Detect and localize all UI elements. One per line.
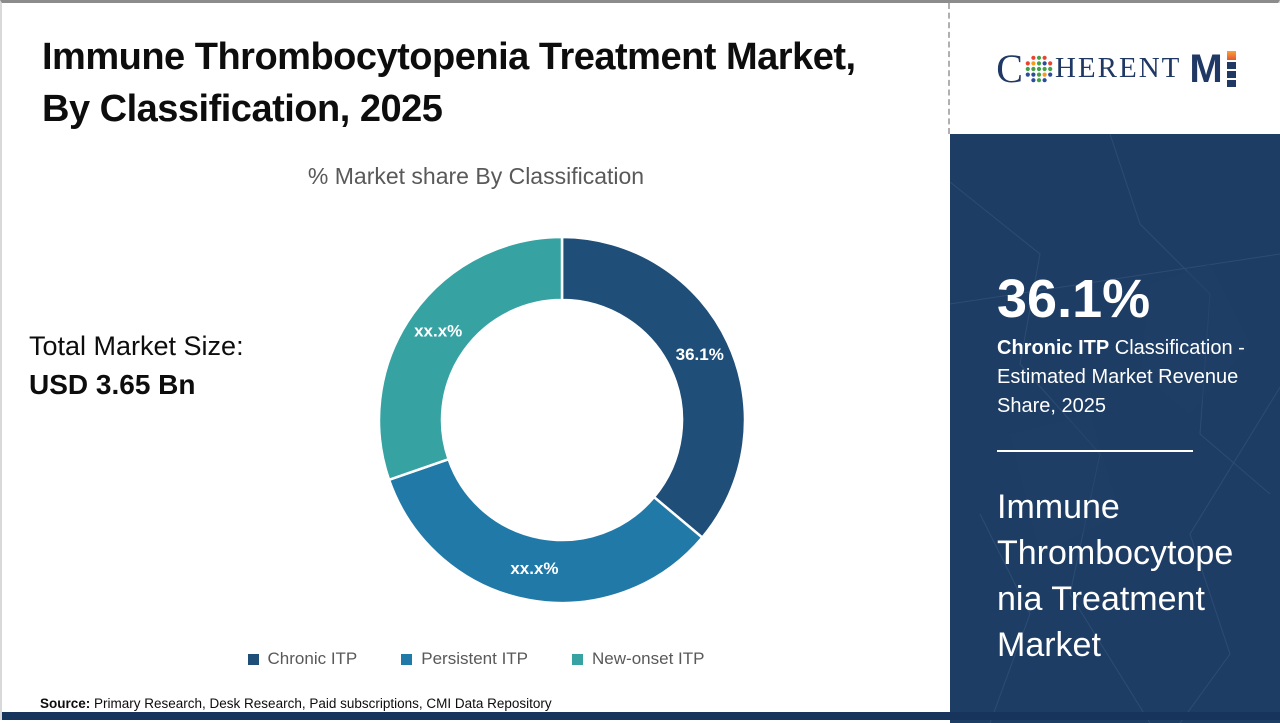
dotted-globe-icon <box>1025 55 1053 82</box>
total-market-size: Total Market Size: USD 3.65 Bn <box>29 327 244 405</box>
source-line: Source: Primary Research, Desk Research,… <box>40 696 552 711</box>
sidebar-market-name: Immune Thrombocytopenia Treatment Market <box>997 488 1234 664</box>
donut-chart-svg: 36.1% xx.x% xx.x% <box>377 235 747 605</box>
legend-label: Chronic ITP <box>267 649 358 668</box>
sidebar-divider <box>997 450 1193 452</box>
legend-item-chronic-itp: Chronic ITP <box>247 649 358 669</box>
highlight-stat-value: 36.1% <box>997 269 1151 329</box>
legend-swatch <box>247 653 259 665</box>
legend-label: New-onset ITP <box>592 649 705 668</box>
logo-letter-m: M <box>1189 46 1223 91</box>
total-market-label: Total Market Size: <box>29 331 244 361</box>
donut-slice-persistent-itp <box>387 457 705 605</box>
map-texture-decoration <box>950 134 1280 723</box>
donut-slice-new-onset-itp <box>377 235 564 482</box>
dashed-separator <box>948 3 950 134</box>
source-text: Primary Research, Desk Research, Paid su… <box>90 696 552 711</box>
highlight-stat-segment: Chronic ITP <box>997 337 1110 359</box>
highlight-sidebar: 36.1% Chronic ITP Classification - Estim… <box>950 134 1280 723</box>
coherent-mi-logo: C HERENT M <box>996 45 1236 91</box>
total-market-value: USD 3.65 Bn <box>29 369 196 400</box>
legend-item-new-onset-itp: New-onset ITP <box>572 649 704 669</box>
page-title: Immune Thrombocytopenia Treatment Market… <box>42 31 912 135</box>
logo-letter-c: C <box>996 45 1023 91</box>
donut-slice-label: xx.x% <box>510 559 558 578</box>
chart-panel: Immune Thrombocytopenia Treatment Market… <box>2 3 950 723</box>
donut-slice-label: xx.x% <box>414 321 462 340</box>
sidebar-content: 36.1% Chronic ITP Classification - Estim… <box>950 134 1280 668</box>
donut-slice-label: 36.1% <box>676 345 724 364</box>
legend-swatch <box>401 653 413 665</box>
legend-label: Persistent ITP <box>421 649 529 668</box>
donut-slice-chronic-itp <box>560 235 747 540</box>
page-title-line2: By Classification, 2025 <box>42 88 443 130</box>
legend-item-persistent-itp: Persistent ITP <box>401 649 528 669</box>
legend-swatch <box>572 653 584 665</box>
logo-letter-i-segments <box>1226 50 1236 87</box>
source-label: Source: <box>40 696 91 711</box>
chart-subtitle: % Market share By Classification <box>307 163 645 189</box>
logo-area: C HERENT M <box>950 3 1280 134</box>
logo-word-herent: HERENT <box>1054 52 1182 84</box>
bottom-accent-bar <box>2 712 1280 720</box>
donut-chart: 36.1% xx.x% xx.x% <box>362 220 762 620</box>
page-title-line1: Immune Thrombocytopenia Treatment Market… <box>42 36 856 78</box>
logo-i-orange-segment <box>1226 50 1236 60</box>
chart-legend: Chronic ITP Persistent ITP New-onset ITP <box>2 649 950 669</box>
highlight-stat-description: Chronic ITP Classification - Estimated M… <box>997 337 1245 417</box>
